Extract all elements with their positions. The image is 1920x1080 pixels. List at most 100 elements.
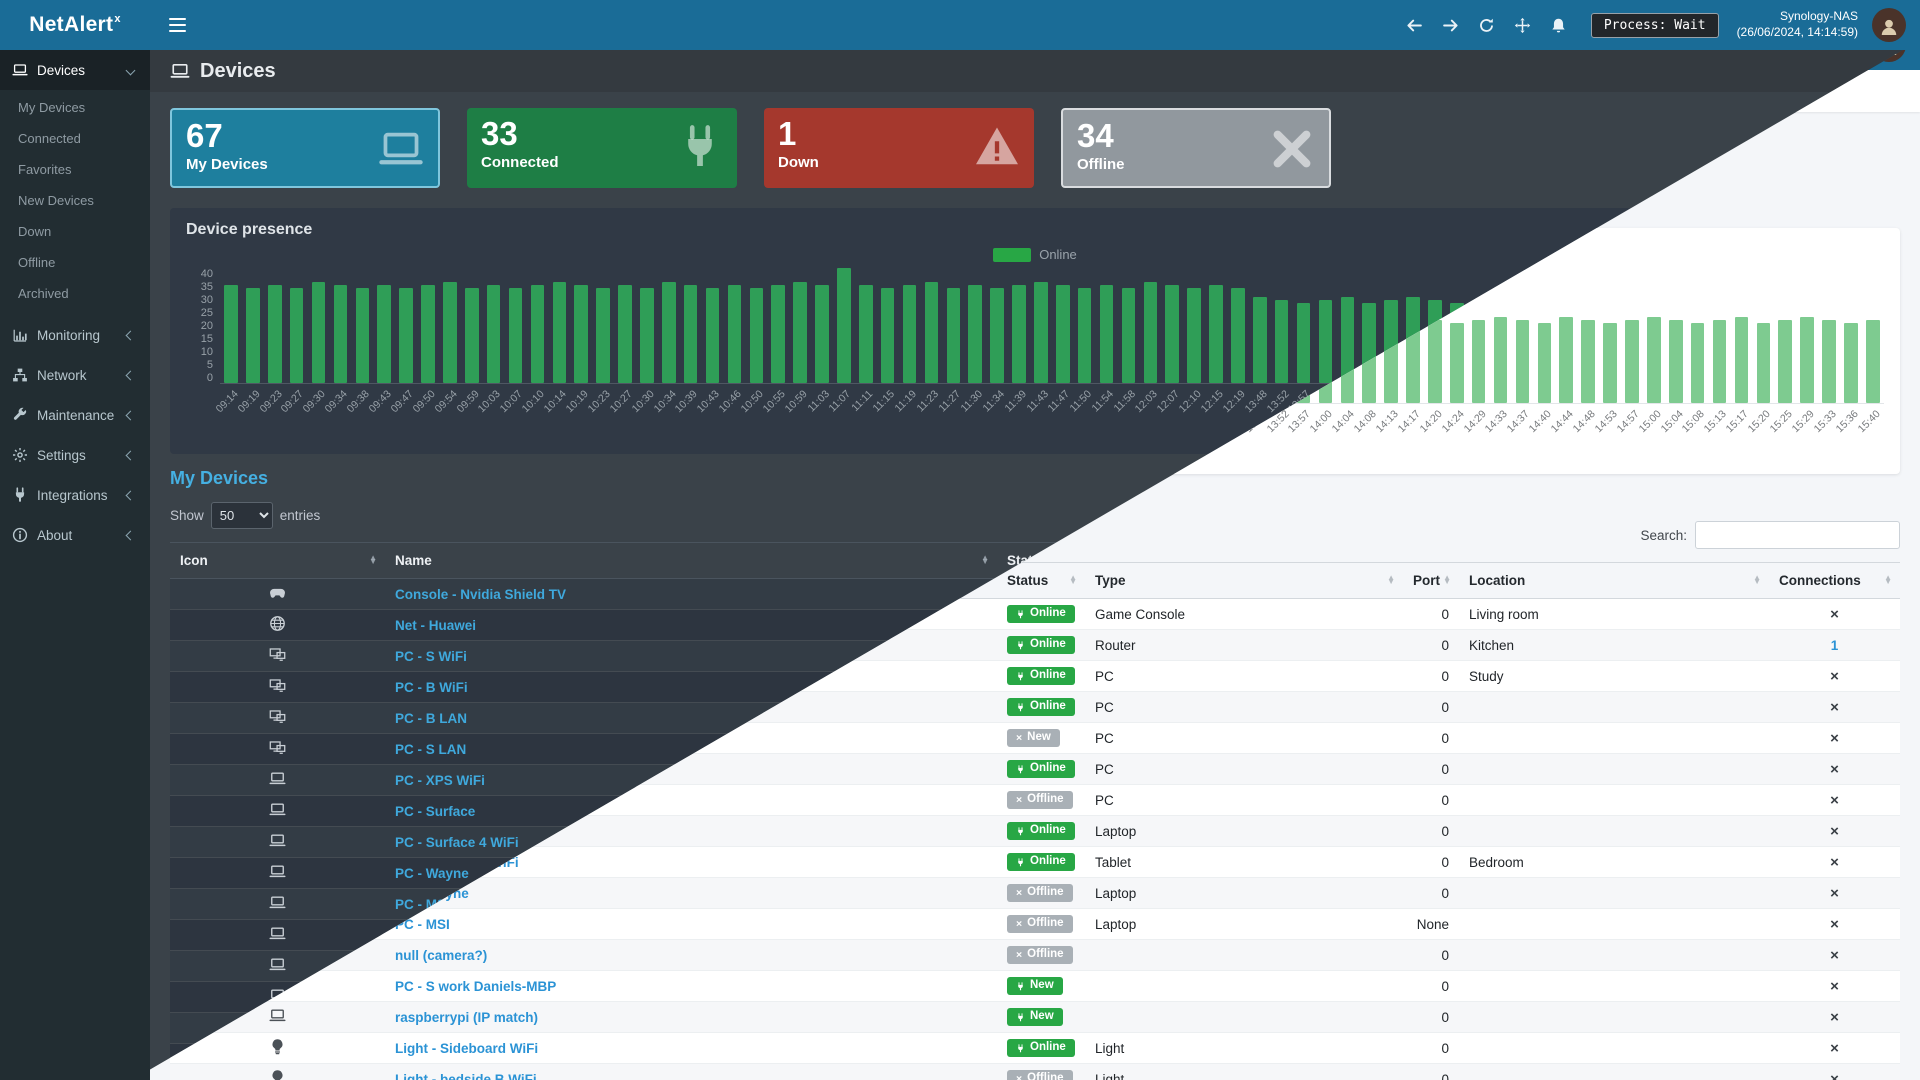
device-name-link[interactable]: Net - Huawei bbox=[395, 617, 477, 633]
sidebar-subitem-new-devices[interactable]: New Devices bbox=[18, 193, 94, 208]
device-icon-cell bbox=[170, 795, 385, 827]
sidebar-subitem-my-devices[interactable]: My Devices bbox=[18, 100, 86, 115]
pan-icon[interactable] bbox=[1514, 17, 1531, 34]
sidebar-item-maintenance[interactable]: Maintenance bbox=[0, 395, 150, 435]
device-name-link[interactable]: PC - B LAN bbox=[395, 710, 467, 726]
chart-bar bbox=[789, 268, 811, 383]
table-body: Console - Nvidia Shield TV Online Game Con… bbox=[170, 578, 1900, 1075]
hamburger-menu-icon[interactable] bbox=[150, 0, 204, 50]
sidebar-item-network[interactable]: Network bbox=[0, 355, 150, 395]
sidebar-item-devices[interactable]: Devices bbox=[0, 50, 150, 90]
device-status-cell: × Offline bbox=[997, 857, 1085, 889]
column-header-status[interactable]: Status ▲ ▼ bbox=[997, 542, 1085, 579]
chart-bar bbox=[877, 268, 899, 383]
x-card-icon bbox=[1269, 126, 1315, 172]
sidebar-subitem-connected[interactable]: Connected bbox=[18, 131, 81, 146]
column-header-port[interactable]: Port ▲ ▼ bbox=[1403, 542, 1459, 579]
nav-forward-icon[interactable] bbox=[1442, 17, 1459, 34]
column-header-name[interactable]: Name ▲▼ bbox=[385, 542, 997, 579]
device-name-link[interactable]: PC - MSI bbox=[395, 896, 450, 912]
chart-bar bbox=[570, 268, 592, 383]
notifications-icon[interactable] bbox=[1550, 17, 1567, 34]
sidebar-item-settings[interactable]: Settings bbox=[0, 435, 150, 475]
chart-bar bbox=[1468, 268, 1490, 383]
sort-icon: ▲▼ bbox=[981, 552, 989, 567]
device-name-link[interactable]: Light - Sideboard WiFi bbox=[395, 1020, 539, 1036]
refresh-icon[interactable] bbox=[1478, 17, 1495, 34]
x-tick-label: 09:34 bbox=[322, 388, 350, 416]
x-tick-label: 11:54 bbox=[1089, 388, 1117, 415]
device-name-link[interactable]: PC - B WiFi bbox=[395, 679, 468, 695]
column-header-connections[interactable]: Connections ▲ ▼ bbox=[1769, 542, 1900, 579]
device-name-link[interactable]: PC - S work Daniels-MBP bbox=[395, 958, 557, 974]
column-header-type[interactable]: Type ▲ ▼ bbox=[1085, 542, 1403, 579]
sidebar-item-label: Maintenance bbox=[37, 407, 115, 423]
device-status-cell: Online bbox=[997, 578, 1085, 610]
device-laptop-icon bbox=[269, 801, 286, 818]
device-icon-cell bbox=[170, 1043, 385, 1075]
device-name-link[interactable]: PC - S WiFi bbox=[395, 648, 467, 664]
device-location bbox=[1459, 981, 1769, 1013]
chart-bar bbox=[745, 268, 767, 383]
y-tick-label: 15 bbox=[200, 333, 213, 345]
table-controls: Show 50 entries Search: bbox=[170, 501, 1900, 529]
x-tick-label: 11:27 bbox=[936, 388, 963, 415]
sidebar-subitem-archived[interactable]: Archived bbox=[18, 286, 69, 301]
connections-link[interactable]: 1 bbox=[1830, 617, 1839, 633]
device-name-link[interactable]: Light - bedside B WiFi bbox=[395, 1051, 537, 1067]
show-label: Show bbox=[170, 507, 204, 523]
column-header-icon[interactable]: Icon ▲▼ bbox=[170, 542, 385, 579]
sidebar-subitem-offline[interactable]: Offline bbox=[18, 255, 56, 270]
sidebar-subitem-down[interactable]: Down bbox=[18, 224, 52, 239]
column-header-location[interactable]: Location ▲ ▼ bbox=[1459, 542, 1769, 579]
sidebar-item-about[interactable]: About bbox=[0, 515, 150, 555]
device-name-link[interactable]: PC - Surface bbox=[395, 803, 476, 819]
device-bulb-icon bbox=[269, 1049, 286, 1066]
no-connection-icon: × bbox=[1830, 647, 1839, 665]
device-name-link[interactable]: PC - Surface 4 WiFi bbox=[395, 834, 519, 850]
nav-back-icon[interactable] bbox=[1406, 17, 1423, 34]
chart-bar bbox=[395, 268, 417, 383]
device-location: Study bbox=[1459, 640, 1769, 672]
device-name-link[interactable]: PC - XPS WiFi bbox=[395, 772, 485, 788]
sidebar-subitem-favorites[interactable]: Favorites bbox=[18, 162, 72, 177]
avatar[interactable] bbox=[1872, 8, 1906, 42]
sort-icon: ▲▼ bbox=[1387, 552, 1395, 567]
chart-bar bbox=[1709, 268, 1731, 383]
plug-icon bbox=[12, 487, 28, 503]
device-connections-cell: × bbox=[1769, 888, 1900, 920]
x-tick-label: 11:30 bbox=[958, 388, 985, 415]
device-location bbox=[1459, 1012, 1769, 1044]
device-name-link[interactable]: raspberrypi (IP match) bbox=[395, 989, 539, 1005]
chart-bar bbox=[1840, 268, 1862, 383]
device-name-cell: Console - Nvidia Shield TV bbox=[385, 578, 997, 610]
chart-bar bbox=[373, 268, 395, 383]
page-length-select[interactable]: 50 bbox=[210, 501, 273, 529]
device-name-link[interactable]: Console - Nvidia Shield TV bbox=[395, 586, 567, 602]
info-icon bbox=[12, 527, 28, 543]
device-port: 0 bbox=[1403, 671, 1459, 703]
sidebar-item-monitoring[interactable]: Monitoring bbox=[0, 315, 150, 355]
device-name-link[interactable]: PC - S LAN bbox=[395, 741, 467, 757]
device-row: PC - S work Daniels-MBP New 0 × bbox=[170, 950, 1900, 982]
x-tick-label: 11:03 bbox=[805, 388, 832, 415]
device-name-link[interactable]: null (camera?) bbox=[395, 927, 488, 943]
device-name-cell: PC - Surface bbox=[385, 795, 997, 827]
legend-swatch bbox=[993, 247, 1032, 262]
device-name-link[interactable]: PC - Wayne bbox=[395, 865, 469, 881]
sidebar: Devices My Devices Connected Favorites New D… bbox=[0, 50, 150, 1080]
device-connections-cell: × bbox=[1769, 981, 1900, 1013]
chart-bar bbox=[964, 268, 986, 383]
search-input[interactable] bbox=[1695, 501, 1900, 529]
sidebar-item-integrations[interactable]: Integrations bbox=[0, 475, 150, 515]
chart-legend[interactable]: Online bbox=[186, 247, 1884, 262]
chart-bar bbox=[1380, 268, 1402, 383]
